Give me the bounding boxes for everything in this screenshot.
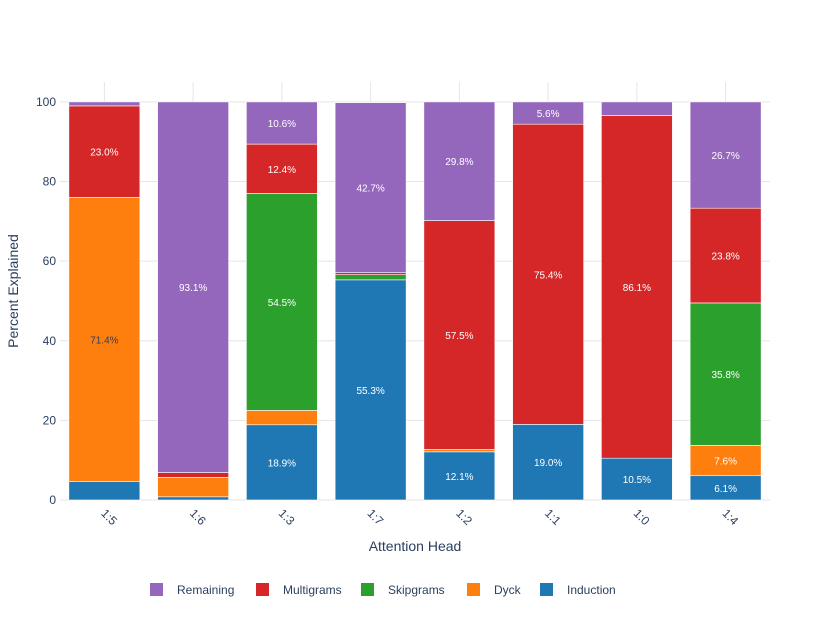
data-label: 7.6% (714, 457, 737, 468)
bar-segment-remaining (246, 101, 318, 145)
bar-segment-skipgrams (334, 274, 407, 281)
x-tick-label: 1:7 (365, 506, 387, 528)
y-tick-label: 0 (49, 493, 56, 507)
data-label: 23.8% (711, 252, 739, 263)
bar-segment-remaining (157, 101, 229, 473)
bar-segment-multigrams (512, 123, 584, 425)
bar-segment-multigrams (157, 472, 229, 478)
bar-segment-multigrams (689, 207, 762, 304)
data-label: 26.7% (711, 151, 739, 162)
bar-segment-multigrams (423, 220, 496, 450)
data-label: 93.1% (179, 283, 207, 294)
legend-swatch (467, 583, 480, 596)
bar-segment-induction (423, 451, 496, 501)
data-label: 10.5% (623, 475, 651, 486)
legend-swatch (540, 583, 553, 596)
y-tick-label: 20 (43, 413, 57, 427)
x-axis-title: Attention Head (369, 538, 462, 554)
x-tick-label: 1:3 (276, 506, 298, 528)
segment-labels: 71.4% 23.0% 93.1% 18.9% 54.5% 12.4% 10.6% 55.3%… (90, 109, 740, 495)
bar-segment-remaining (601, 101, 673, 116)
bar-segment-induction (601, 457, 673, 501)
bar-segment-induction (68, 481, 141, 501)
bar-segment-multigrams (68, 105, 141, 198)
bar-segment-multigrams (246, 143, 318, 194)
bar-segment-induction (246, 424, 318, 501)
bar-segment-skipgrams (689, 302, 762, 446)
data-label: 6.1% (714, 484, 737, 495)
bars (68, 101, 762, 501)
bar-segment-induction (334, 279, 407, 501)
bar-segment-remaining (689, 101, 762, 209)
legend-swatch (150, 583, 163, 596)
legend: Remaining Multigrams Skipgrams Dyck Inductio… (150, 583, 616, 597)
legend-swatch (361, 583, 374, 596)
bar-segment-skipgrams (246, 193, 318, 411)
bar-segment-dyck (246, 410, 318, 426)
y-axis-title: Percent Explained (5, 234, 21, 348)
data-label: 10.6% (268, 119, 296, 130)
bar-segment-dyck (423, 449, 496, 453)
data-label: 18.9% (268, 458, 296, 469)
data-label: 23.0% (90, 148, 118, 159)
data-label: 12.4% (268, 165, 296, 176)
bar-segment-remaining (68, 101, 141, 107)
bar-segment-remaining (334, 102, 407, 273)
data-label: 86.1% (623, 283, 651, 294)
bar-segment-multigrams (601, 115, 673, 459)
bar-segment-dyck (157, 477, 229, 498)
data-label: 5.6% (537, 109, 560, 120)
legend-entry: Multigrams (283, 583, 342, 597)
data-label: 71.4% (90, 336, 118, 347)
x-tick-label: 1:6 (187, 506, 209, 528)
data-label: 12.1% (445, 472, 473, 483)
x-tick-label: 1:1 (542, 506, 564, 528)
data-label: 57.5% (445, 331, 473, 342)
data-label: 75.4% (534, 270, 562, 281)
x-tick-label: 1:5 (98, 506, 120, 528)
legend-entry: Remaining (177, 583, 234, 597)
bar-segment-dyck (68, 197, 141, 482)
bar-segment-remaining (423, 101, 496, 221)
data-label: 19.0% (534, 458, 562, 469)
data-label: 55.3% (356, 386, 384, 397)
x-tick-label: 1:4 (720, 506, 742, 528)
bar-segment-dyck (689, 445, 762, 477)
data-label: 54.5% (268, 298, 296, 309)
y-tick-label: 40 (43, 334, 57, 348)
y-tick-label: 60 (43, 254, 57, 268)
legend-entry: Skipgrams (388, 583, 445, 597)
bar-segment-induction (512, 424, 584, 501)
bar-segment-induction (157, 496, 229, 501)
y-tick-label: 100 (36, 95, 56, 109)
x-tick-label: 1:2 (453, 506, 475, 528)
x-tick-label: 1:0 (631, 506, 653, 528)
data-label: 42.7% (356, 184, 384, 195)
y-tick-label: 80 (43, 175, 57, 189)
data-label: 35.8% (711, 370, 739, 381)
legend-swatch (256, 583, 269, 596)
data-label: 29.8% (445, 157, 473, 168)
legend-entry: Induction (567, 583, 616, 597)
legend-entry: Dyck (494, 583, 522, 597)
bar-segment-remaining (512, 101, 584, 125)
